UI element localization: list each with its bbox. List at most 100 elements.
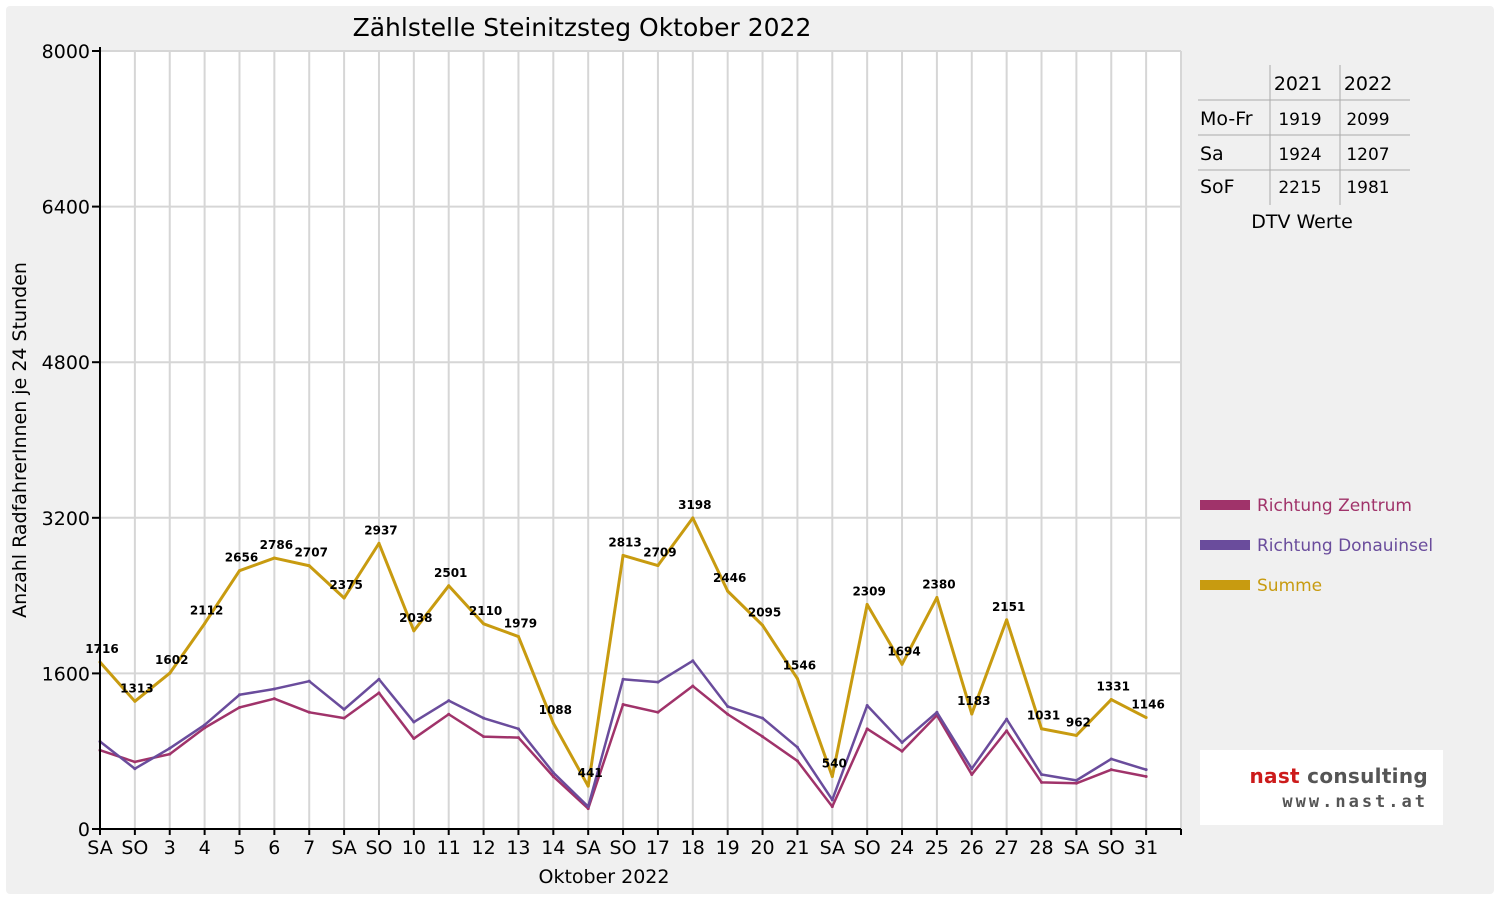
grid: [100, 50, 1182, 829]
data-label: 1602: [155, 653, 188, 667]
data-label: 441: [578, 766, 603, 780]
y-tick-label: 4800: [42, 352, 90, 374]
data-label: 1546: [783, 659, 816, 673]
x-tick-label: 7: [303, 837, 315, 859]
data-point: [726, 589, 730, 593]
data-point: [865, 703, 869, 707]
x-tick-label: SA: [820, 837, 845, 859]
data-point: [691, 684, 695, 688]
data-label: 1088: [539, 703, 572, 717]
data-point: [482, 622, 486, 626]
data-point: [1109, 757, 1113, 761]
data-label: 1331: [1097, 680, 1130, 694]
x-tick-label: SO: [610, 837, 637, 859]
data-point: [1005, 618, 1009, 622]
logo-name: nast consulting: [1210, 764, 1428, 788]
data-label: 2095: [748, 605, 781, 619]
data-point: [1144, 768, 1148, 772]
x-tick-label: 28: [1029, 837, 1053, 859]
data-label: 1183: [957, 694, 990, 708]
data-label: 2112: [190, 604, 223, 618]
data-point: [482, 716, 486, 720]
data-label: 2151: [992, 600, 1025, 614]
data-label: 1146: [1131, 698, 1164, 712]
data-point: [412, 720, 416, 724]
series-lines: [98, 516, 1148, 811]
data-point: [656, 564, 660, 568]
data-point: [865, 602, 869, 606]
data-point: [203, 622, 207, 626]
company-logo: nast consulting www.nast.at: [1200, 750, 1443, 825]
data-label: 1031: [1027, 709, 1060, 723]
data-point: [970, 712, 974, 716]
data-point: [830, 805, 834, 809]
data-point: [237, 569, 241, 573]
data-point: [726, 704, 730, 708]
data-label: 2501: [434, 566, 467, 580]
data-point: [761, 735, 765, 739]
x-tick-label: SO: [854, 837, 881, 859]
data-label: 1716: [85, 642, 118, 656]
data-point: [307, 710, 311, 714]
dtv-header-2021: 2021: [1274, 73, 1322, 95]
x-tick-label: SA: [575, 837, 600, 859]
data-point: [237, 705, 241, 709]
data-point: [447, 584, 451, 588]
data-point: [133, 760, 137, 764]
data-label: 2309: [852, 584, 885, 598]
data-point: [1109, 698, 1113, 702]
data-point: [412, 737, 416, 741]
x-tick-label: SO: [365, 837, 392, 859]
data-label: 2709: [643, 546, 676, 560]
y-tick-label: 0: [78, 819, 90, 841]
dtv-row-label: Mo-Fr: [1200, 108, 1253, 130]
data-point: [935, 596, 939, 600]
y-tick-label: 1600: [42, 663, 90, 685]
data-label: 2446: [713, 571, 746, 585]
x-tick-label: 19: [716, 837, 740, 859]
y-tick-label: 6400: [42, 197, 90, 219]
data-point: [307, 679, 311, 683]
y-axis-label: Anzahl RadfahrerInnen je 24 Stunden: [9, 262, 31, 618]
data-point: [377, 677, 381, 681]
legend-label: Summe: [1257, 576, 1322, 596]
x-tick-label: 25: [925, 837, 949, 859]
data-point: [1074, 781, 1078, 785]
data-point: [342, 596, 346, 600]
x-tick-label: 27: [995, 837, 1019, 859]
data-point: [203, 726, 207, 730]
data-point: [272, 556, 276, 560]
data-point: [168, 752, 172, 756]
x-tick-label: 20: [750, 837, 774, 859]
data-point: [621, 703, 625, 707]
data-label: 2110: [469, 604, 502, 618]
data-point: [1144, 716, 1148, 720]
data-label: 2937: [364, 523, 397, 537]
dtv-cell: 2099: [1346, 110, 1389, 130]
x-tick-label: 13: [506, 837, 530, 859]
data-label: 2813: [608, 535, 641, 549]
x-tick-label: 31: [1134, 837, 1158, 859]
dtv-cell: 1981: [1346, 178, 1389, 198]
data-point: [691, 659, 695, 663]
data-label: 2786: [260, 538, 293, 552]
data-label: 2375: [329, 578, 362, 592]
data-point: [237, 693, 241, 697]
x-tick-label: SO: [121, 837, 148, 859]
axes: 0 1600 3200 4800 6400 8000 SA SO 3 4 5 6 7 SA SO 10 11 12…: [42, 41, 1182, 859]
data-point: [447, 699, 451, 703]
data-point: [447, 712, 451, 716]
y-tick-label: 3200: [42, 508, 90, 530]
legend-swatch: [1200, 580, 1250, 590]
y-tick-label: 8000: [42, 41, 90, 63]
x-tick-label: 10: [402, 837, 426, 859]
x-axis-label: Oktober 2022: [539, 866, 670, 888]
dtv-cell: 1919: [1278, 110, 1321, 130]
data-point: [586, 805, 590, 809]
legend-label: Richtung Zentrum: [1257, 496, 1412, 516]
data-point: [551, 721, 555, 725]
data-label: 962: [1066, 715, 1091, 729]
plot-area: [100, 51, 1181, 829]
data-label: 3198: [678, 498, 711, 512]
data-point: [900, 749, 904, 753]
